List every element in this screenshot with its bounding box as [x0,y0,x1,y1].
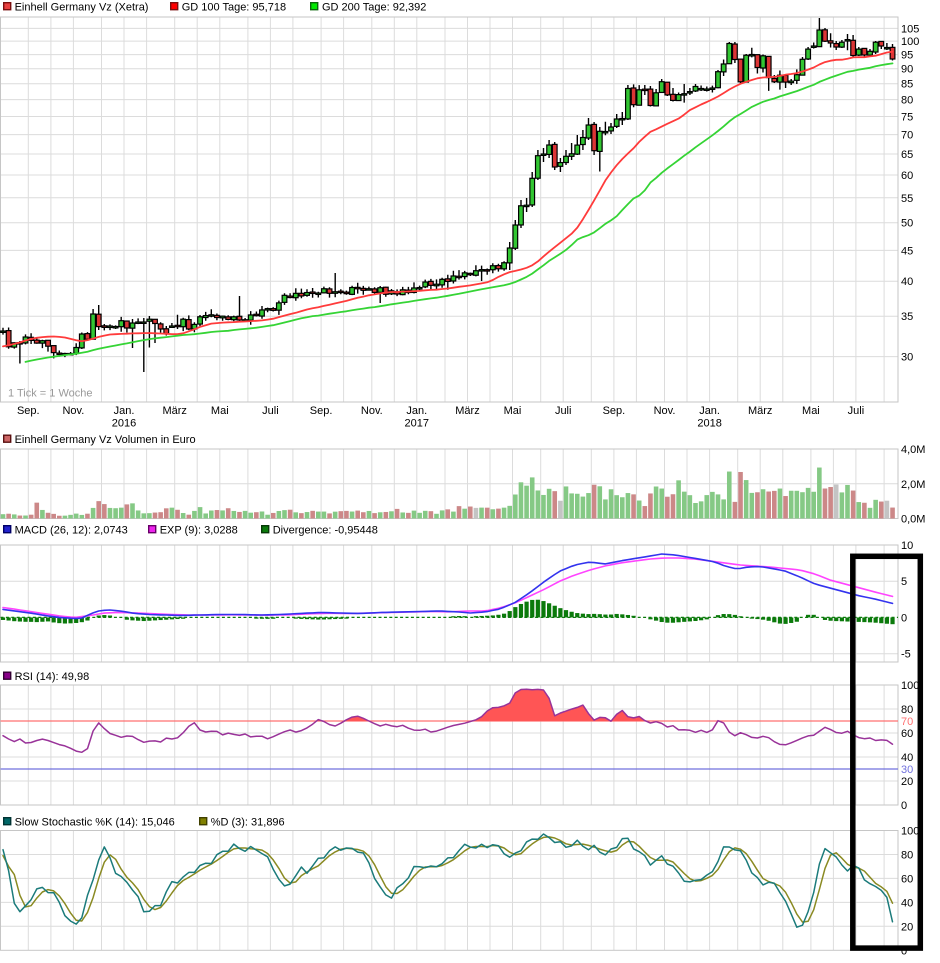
svg-text:80: 80 [901,850,913,862]
svg-text:2,0M: 2,0M [901,479,925,491]
svg-text:30: 30 [901,764,913,776]
svg-text:0: 0 [901,800,907,812]
svg-text:0,0M: 0,0M [901,514,925,526]
svg-text:Jan.: Jan. [406,405,427,417]
svg-text:März: März [455,405,479,417]
svg-text:%D (3): 31,896: %D (3): 31,896 [211,816,285,828]
svg-text:100: 100 [901,826,919,838]
svg-text:100: 100 [901,680,919,692]
svg-text:40: 40 [901,752,913,764]
svg-text:30: 30 [901,352,913,364]
svg-text:Jan.: Jan. [699,405,720,417]
svg-text:60: 60 [901,170,913,182]
svg-text:Sep.: Sep. [310,405,333,417]
svg-text:Nov.: Nov. [361,405,383,417]
svg-text:80: 80 [901,95,913,107]
svg-text:70: 70 [901,130,913,142]
svg-text:0: 0 [901,945,907,957]
svg-text:GD 100 Tage: 95,718: GD 100 Tage: 95,718 [182,1,286,13]
svg-text:Mai: Mai [504,405,522,417]
svg-text:80: 80 [901,704,913,716]
svg-text:Divergence: -0,95448: Divergence: -0,95448 [273,524,378,536]
svg-text:40: 40 [901,276,913,288]
svg-text:März: März [162,405,186,417]
svg-text:Nov.: Nov. [654,405,676,417]
svg-text:70: 70 [901,716,913,728]
svg-text:EXP (9): 3,0288: EXP (9): 3,0288 [160,524,238,536]
svg-text:60: 60 [901,873,913,885]
svg-text:20: 20 [901,921,913,933]
svg-text:Sep.: Sep. [603,405,626,417]
svg-text:GD 200 Tage: 92,392: GD 200 Tage: 92,392 [322,1,426,13]
svg-text:55: 55 [901,193,913,205]
svg-text:Sep.: Sep. [17,405,40,417]
svg-text:-5: -5 [901,649,911,661]
svg-text:Nov.: Nov. [62,405,84,417]
svg-text:Slow Stochastic %K (14): 15,04: Slow Stochastic %K (14): 15,046 [15,816,175,828]
svg-text:Einhell Germany Vz Volumen in: Einhell Germany Vz Volumen in Euro [15,434,196,446]
svg-text:Juli: Juli [555,405,572,417]
svg-text:100: 100 [901,36,919,48]
svg-text:Mai: Mai [802,405,820,417]
svg-text:40: 40 [901,897,913,909]
svg-text:35: 35 [901,311,913,323]
svg-text:2016: 2016 [112,418,136,430]
svg-text:1 Tick = 1 Woche: 1 Tick = 1 Woche [8,388,92,400]
svg-text:45: 45 [901,245,913,257]
svg-text:2018: 2018 [697,418,721,430]
svg-text:0: 0 [901,612,907,624]
svg-text:Juli: Juli [848,405,865,417]
svg-text:90: 90 [901,64,913,76]
svg-text:10: 10 [901,540,913,552]
svg-text:75: 75 [901,112,913,124]
svg-text:MACD (26, 12): 2,0743: MACD (26, 12): 2,0743 [15,524,128,536]
svg-text:95: 95 [901,50,913,62]
svg-text:105: 105 [901,23,919,35]
svg-text:RSI (14): 49,98: RSI (14): 49,98 [15,671,90,683]
svg-text:März: März [748,405,772,417]
svg-text:20: 20 [901,776,913,788]
svg-text:Jan.: Jan. [114,405,135,417]
svg-text:5: 5 [901,576,907,588]
svg-text:4,0M: 4,0M [901,444,925,456]
svg-text:Mai: Mai [211,405,229,417]
svg-text:Juli: Juli [262,405,279,417]
svg-text:50: 50 [901,218,913,230]
svg-text:60: 60 [901,728,913,740]
svg-text:85: 85 [901,79,913,91]
svg-text:Einhell Germany Vz (Xetra): Einhell Germany Vz (Xetra) [15,1,149,13]
svg-text:65: 65 [901,149,913,161]
svg-text:2017: 2017 [405,418,429,430]
